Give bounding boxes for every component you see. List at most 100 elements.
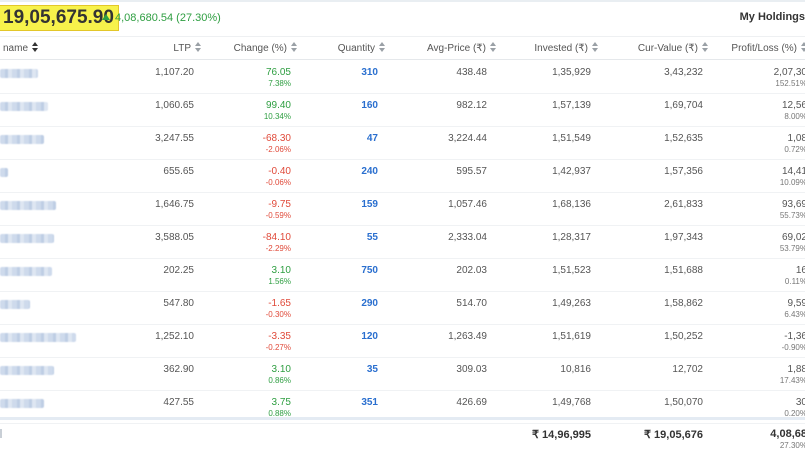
profit-loss-value: 14,41 <box>781 166 805 177</box>
avg-price-value: 426.69 <box>456 397 487 408</box>
quantity-value[interactable]: 240 <box>361 166 378 177</box>
stock-name-redacted[interactable] <box>0 366 54 375</box>
footer-total-cur-value: ₹ 19,05,676 <box>644 429 703 441</box>
sort-icon[interactable] <box>291 42 297 52</box>
sort-icon[interactable] <box>592 42 598 52</box>
avg-price-value: 2,333.04 <box>448 232 487 243</box>
table-row[interactable]: 3,247.55 -68.30 -2.06% 47 3,224.44 1,51,549 1,… <box>0 127 805 160</box>
profit-loss-value: 1,08 <box>787 133 805 144</box>
column-header-quantity[interactable]: Quantity <box>338 42 385 54</box>
profit-loss-percent: 0.72% <box>784 145 805 154</box>
change-percent: 7.38% <box>268 79 291 88</box>
sort-icon[interactable] <box>801 42 805 52</box>
change-percent: 0.86% <box>268 376 291 385</box>
column-header-profit-loss[interactable]: Profit/Loss (%) <box>731 42 805 54</box>
invested-value: 1,35,929 <box>552 67 591 78</box>
total-current-value: 19,05,675.90 <box>0 5 119 31</box>
table-row[interactable]: 202.25 3.10 1.56% 750 202.03 1,51,523 1,51,688… <box>0 259 805 292</box>
table-row[interactable]: 1,107.20 76.05 7.38% 310 438.48 1,35,929 3,43,… <box>0 61 805 94</box>
sort-icon[interactable] <box>702 42 708 52</box>
ltp-value: 1,107.20 <box>155 67 194 78</box>
table-row[interactable]: 1,252.10 -3.35 -0.27% 120 1,263.49 1,51,619 1,… <box>0 325 805 358</box>
stock-name-redacted[interactable] <box>0 135 44 144</box>
stock-name-redacted[interactable] <box>0 399 44 408</box>
quantity-value[interactable]: 120 <box>361 331 378 342</box>
profit-loss-value: 30 <box>795 397 805 408</box>
change-percent: -0.59% <box>265 211 291 220</box>
sort-icon[interactable] <box>379 42 385 52</box>
profit-loss-percent: 55.73% <box>779 211 805 220</box>
quantity-value[interactable]: 310 <box>361 67 378 78</box>
quantity-value[interactable]: 351 <box>361 397 378 408</box>
column-header-cur-value[interactable]: Cur-Value (₹) <box>638 42 708 54</box>
column-header-invested[interactable]: Invested (₹) <box>534 42 598 54</box>
ltp-value: 3,247.55 <box>155 133 194 144</box>
sort-icon[interactable] <box>490 42 496 52</box>
sort-icon[interactable] <box>195 42 201 52</box>
profit-loss-value: 12,56 <box>781 100 805 111</box>
cur-value: 1,51,688 <box>664 265 703 276</box>
stock-name-redacted[interactable] <box>0 102 48 111</box>
table-row[interactable]: 1,060.65 99.40 10.34% 160 982.12 1,57,139 1,69… <box>0 94 805 127</box>
invested-value: 1,49,768 <box>552 397 591 408</box>
stock-name-redacted[interactable] <box>0 267 52 276</box>
stock-name-redacted[interactable] <box>0 201 56 210</box>
change-percent: -2.06% <box>265 145 291 154</box>
quantity-value[interactable]: 750 <box>361 265 378 276</box>
quantity-value[interactable]: 55 <box>366 232 378 243</box>
quantity-value[interactable]: 47 <box>366 133 378 144</box>
column-header-ltp[interactable]: LTP <box>173 42 201 54</box>
avg-price-value: 1,057.46 <box>448 199 487 210</box>
footer-marker <box>0 429 2 438</box>
column-header-change[interactable]: Change (%) <box>234 42 297 54</box>
profit-loss-value: 2,07,30 <box>773 67 805 78</box>
profit-loss-percent: 17.43% <box>779 376 805 385</box>
stock-name-redacted[interactable] <box>0 333 76 342</box>
quantity-value[interactable]: 290 <box>361 298 378 309</box>
change-value: -68.30 <box>262 133 291 144</box>
change-value: 3.10 <box>271 265 291 276</box>
cur-value: 1,57,356 <box>664 166 703 177</box>
profit-loss-percent: 0.11% <box>784 277 805 286</box>
ltp-value: 3,588.05 <box>155 232 194 243</box>
stock-name-redacted[interactable] <box>0 168 8 177</box>
change-percent: 1.56% <box>268 277 291 286</box>
table-row[interactable]: 547.80 -1.65 -0.30% 290 514.70 1,49,263 1,58,8… <box>0 292 805 325</box>
table-row[interactable]: 3,588.05 -84.10 -2.29% 55 2,333.04 1,28,317 1,… <box>0 226 805 259</box>
avg-price-value: 309.03 <box>456 364 487 375</box>
column-header-avg-price[interactable]: Avg-Price (₹) <box>427 42 496 54</box>
stock-name-redacted[interactable] <box>0 69 38 78</box>
change-value: -1.65 <box>268 298 291 309</box>
avg-price-value: 595.57 <box>456 166 487 177</box>
table-row[interactable]: 427.55 3.75 0.88% 351 426.69 1,49,768 1,50,070… <box>0 391 805 424</box>
ltp-value: 202.25 <box>163 265 194 276</box>
stock-name-redacted[interactable] <box>0 234 54 243</box>
avg-price-value: 514.70 <box>456 298 487 309</box>
quantity-value[interactable]: 160 <box>361 100 378 111</box>
total-pnl-text: 4,08,680.54 (27.30%) <box>115 12 221 24</box>
cur-value: 1,58,862 <box>664 298 703 309</box>
stock-name-redacted[interactable] <box>0 300 30 309</box>
sort-icon[interactable] <box>32 42 39 52</box>
ltp-value: 547.80 <box>163 298 194 309</box>
table-row[interactable]: 655.65 -0.40 -0.06% 240 595.57 1,42,937 1,57,3… <box>0 160 805 193</box>
ltp-value: 362.90 <box>163 364 194 375</box>
table-header: name LTP Change (%) Quantity Avg-Price (… <box>0 36 805 60</box>
quantity-value[interactable]: 159 <box>361 199 378 210</box>
ltp-value: 655.65 <box>163 166 194 177</box>
footer-total-pl-percent: 27.30% <box>779 441 805 450</box>
change-value: -3.35 <box>268 331 291 342</box>
invested-value: 1,28,317 <box>552 232 591 243</box>
profit-loss-value: 93,69 <box>781 199 805 210</box>
column-header-name[interactable]: name <box>3 42 39 54</box>
footer-divider <box>0 417 805 420</box>
profit-loss-percent: 0.20% <box>784 409 805 418</box>
change-value: 76.05 <box>265 67 291 78</box>
quantity-value[interactable]: 35 <box>366 364 378 375</box>
profit-loss-value: 1,88 <box>787 364 805 375</box>
profit-loss-percent: 53.79% <box>779 244 805 253</box>
table-row[interactable]: 1,646.75 -9.75 -0.59% 159 1,057.46 1,68,136 2,… <box>0 193 805 226</box>
profit-loss-percent: 10.09% <box>779 178 805 187</box>
table-row[interactable]: 362.90 3.10 0.86% 35 309.03 10,816 12,702 1,88 1… <box>0 358 805 391</box>
cur-value: 1,50,252 <box>664 331 703 342</box>
